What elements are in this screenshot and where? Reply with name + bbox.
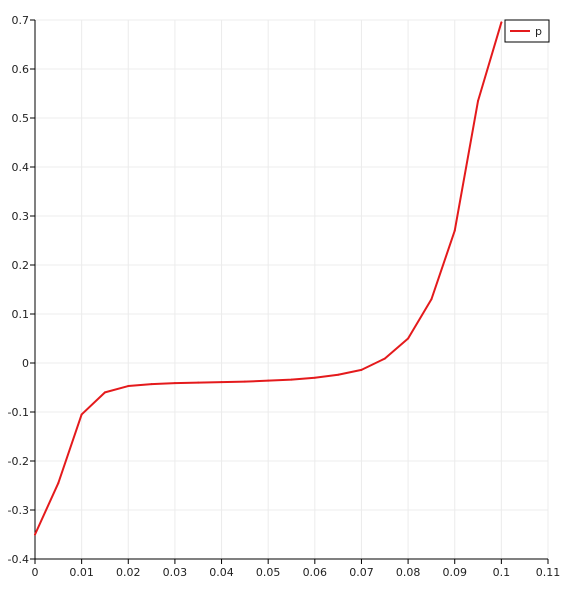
data-point [313,376,316,379]
data-point [477,99,480,102]
x-tick-label: 0.01 [69,566,94,579]
x-tick-label: 0.08 [396,566,421,579]
x-tick-label: 0.1 [493,566,511,579]
data-point [267,379,270,382]
data-point [500,21,503,24]
x-tick-label: 0.07 [349,566,374,579]
y-tick-label: 0.3 [12,210,30,223]
axes [30,19,549,564]
tick-labels: 0 0.01 0.02 0.03 0.04 0.05 0.06 0.07 0.08 0.09 0.1… [8,14,561,579]
legend-label: p [535,25,542,38]
y-tick-label: 0 [22,357,29,370]
x-tick-label: 0.09 [442,566,467,579]
x-tick-label: 0.05 [256,566,281,579]
data-point [407,337,410,340]
data-point [243,380,246,383]
data-point [127,385,130,388]
data-point [220,381,223,384]
data-point [80,413,83,416]
data-point [197,381,200,384]
x-tick-label: 0.03 [163,566,188,579]
y-tick-label: -0.3 [8,504,29,517]
y-tick-label: 0.6 [12,63,30,76]
y-tick-label: 0.1 [12,308,30,321]
y-tick-label: 0.4 [12,161,30,174]
x-tick-label: 0.04 [209,566,234,579]
data-point [173,382,176,385]
data-point [57,482,60,485]
y-tick-label: 0.7 [12,14,30,27]
data-point [150,383,153,386]
data-point [34,533,36,536]
y-tick-label: 0.2 [12,259,30,272]
legend: p [504,19,550,43]
data-point [453,229,456,232]
x-tick-label: 0.11 [536,566,561,579]
y-tick-label: -0.2 [8,455,29,468]
data-point [383,357,386,360]
data-point [337,373,340,376]
y-tick-label: -0.4 [8,553,29,566]
data-point [430,298,433,301]
grid [35,19,549,559]
data-point [360,368,363,371]
data-point [103,391,106,394]
data-point [290,378,293,381]
y-tick-label: 0.5 [12,112,30,125]
series-lines [34,21,503,536]
x-tick-label: 0.02 [116,566,141,579]
y-tick-label: -0.1 [8,406,29,419]
x-tick-label: 0.06 [303,566,328,579]
x-tick-label: 0 [32,566,39,579]
